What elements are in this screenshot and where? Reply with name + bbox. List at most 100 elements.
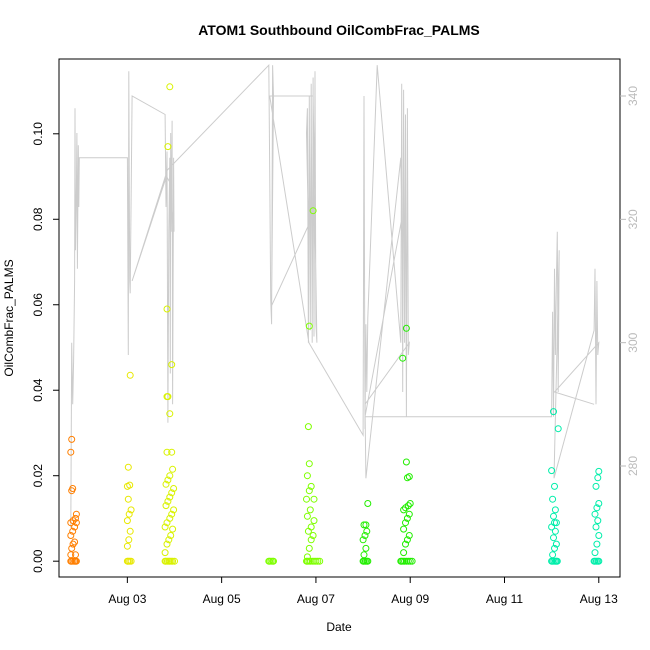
data-point (164, 497, 172, 505)
data-point (68, 544, 76, 552)
points-layer (67, 83, 603, 565)
data-point (169, 557, 177, 565)
data-point (72, 551, 79, 559)
data-point (309, 532, 317, 539)
data-point (402, 519, 409, 527)
data-point (303, 495, 310, 503)
data-point (310, 495, 318, 503)
chart-title: ATOM1 Southbound OilCombFrac_PALMS (198, 22, 480, 38)
data-point (69, 527, 77, 535)
data-point (592, 482, 600, 490)
x-tick-label: Aug 09 (391, 592, 429, 606)
data-point (405, 473, 413, 481)
data-point (307, 482, 315, 490)
secondary-series-line (70, 63, 600, 528)
data-point (303, 472, 311, 480)
data-point (164, 476, 172, 484)
data-point (168, 510, 176, 518)
y-tick-label: 0.10 (31, 122, 45, 146)
data-point (166, 410, 174, 418)
x-axis-label: Date (326, 620, 352, 634)
data-point (169, 465, 177, 473)
data-point (404, 502, 412, 510)
data-point (163, 448, 171, 456)
data-point (591, 549, 599, 557)
data-point (360, 551, 368, 559)
data-point (304, 527, 312, 535)
x-tick-label: Aug 03 (108, 592, 146, 606)
data-point (310, 517, 318, 525)
data-point (124, 495, 132, 503)
data-point (363, 527, 371, 535)
data-point (68, 435, 76, 443)
data-point (305, 544, 313, 552)
data-point (595, 532, 603, 539)
data-point (127, 557, 135, 565)
x-tick-label: Aug 13 (580, 592, 618, 606)
data-point (72, 519, 80, 527)
data-point (548, 467, 556, 475)
data-point (551, 482, 558, 490)
data-point (312, 557, 320, 565)
data-point (405, 510, 413, 518)
data-point (305, 322, 313, 330)
data-point (166, 493, 174, 501)
y-tick-label: 0.00 (31, 549, 45, 573)
data-point (161, 549, 169, 557)
data-point (303, 512, 311, 520)
data-point (402, 324, 410, 332)
data-point (165, 536, 173, 544)
x-tick-label: Aug 11 (486, 592, 523, 606)
data-point (168, 489, 176, 497)
data-point (551, 506, 559, 514)
data-point (162, 480, 170, 488)
data-point (304, 423, 312, 431)
data-point (593, 540, 601, 548)
data-point (123, 542, 131, 550)
y-axis: 0.00 0.02 0.04 0.06 0.08 0.10 (31, 122, 59, 573)
data-point (400, 525, 408, 533)
data-point (168, 361, 176, 369)
data-point (594, 474, 602, 482)
data-point (399, 354, 407, 362)
data-point (164, 393, 172, 401)
data-point (126, 371, 134, 379)
data-point (359, 536, 367, 544)
data-point (67, 448, 75, 456)
data-point (550, 512, 557, 520)
data-point (364, 557, 372, 565)
data-point (403, 536, 411, 544)
data-point (362, 544, 370, 552)
data-point (126, 481, 134, 489)
data-point (592, 523, 600, 531)
data-point (551, 527, 559, 535)
data-point (126, 527, 134, 535)
data-point (550, 534, 557, 542)
data-point (404, 557, 412, 565)
secondary-y-axis: 280 300 320 340 (620, 86, 640, 476)
data-point (166, 83, 174, 91)
data-point (550, 408, 557, 416)
x-axis: Aug 03 Aug 05 Aug 07 Aug 09 Aug 11 Aug 13 (108, 577, 618, 606)
y-tick-label: 0.08 (31, 207, 45, 231)
data-point (316, 557, 324, 565)
data-point (161, 523, 169, 531)
y-axis-label: OilCombFrac_PALMS (2, 259, 16, 376)
y2-tick-label: 300 (626, 332, 640, 352)
data-point (595, 557, 603, 565)
data-point (305, 460, 313, 468)
data-point (360, 521, 368, 529)
data-point (362, 521, 370, 529)
data-point (71, 523, 79, 531)
data-point (307, 523, 315, 531)
secondary-line-layer (70, 63, 600, 528)
data-point (364, 500, 372, 507)
data-point (306, 506, 314, 514)
data-point (307, 536, 315, 544)
data-point (595, 500, 603, 507)
data-point (402, 458, 410, 466)
data-point (72, 510, 80, 518)
data-point (163, 540, 171, 548)
y-tick-label: 0.02 (31, 464, 45, 488)
data-point (551, 519, 558, 527)
